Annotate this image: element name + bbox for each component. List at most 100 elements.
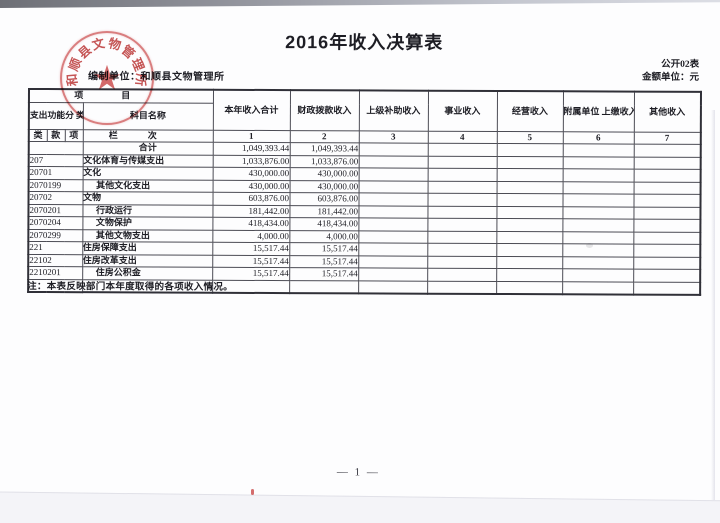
row-value-cell	[562, 156, 634, 170]
row-value-cell	[358, 205, 428, 219]
row-value-cell	[427, 243, 497, 256]
header-colnum-4: 4	[427, 131, 497, 144]
row-subject-name-cell: 住房保障支出	[82, 241, 213, 255]
row-value-cell	[633, 256, 701, 270]
row-value-cell	[562, 268, 634, 282]
row-code-cell: 2070299	[28, 228, 83, 242]
row-value-cell	[427, 280, 497, 294]
header-affiliate-remit: 附属单位 上缴收入	[562, 91, 635, 133]
row-value-cell: 15,517.44	[289, 255, 359, 268]
header-colnum-2: 2	[289, 130, 359, 143]
row-value-cell	[633, 169, 701, 182]
row-value-cell	[358, 192, 428, 206]
row-value-cell	[633, 281, 701, 295]
row-value-cell	[633, 231, 701, 245]
row-value-cell: 181,442.00	[212, 204, 290, 218]
row-value-cell	[358, 280, 428, 294]
row-value-cell	[496, 155, 563, 169]
row-value-cell	[496, 280, 563, 295]
row-subject-name-cell: 其他文物支出	[82, 229, 213, 243]
amount-unit-note: 金额单位：元	[642, 72, 700, 83]
row-code-cell: 22102	[28, 253, 83, 267]
header-colnum-3: 3	[358, 130, 428, 144]
row-subject-name-cell: 文物保护	[82, 216, 213, 230]
row-subject-name-cell: 文化	[82, 166, 213, 180]
header-code-lei: 类	[28, 129, 47, 142]
row-value-cell	[496, 168, 563, 182]
scan-right-edge-shadow	[711, 110, 715, 500]
row-value-cell	[496, 230, 563, 244]
row-code-cell: 20702	[28, 191, 83, 205]
row-value-cell	[562, 243, 634, 257]
row-value-cell	[358, 217, 428, 231]
header-code-kuan: 款	[46, 129, 65, 142]
row-value-cell	[562, 256, 634, 270]
header-colnum-7: 7	[633, 132, 701, 145]
row-value-cell	[427, 218, 497, 231]
row-value-cell: 418,434.00	[212, 217, 290, 231]
row-value-cell	[358, 242, 428, 256]
header-colnum-6: 6	[562, 131, 634, 145]
row-code-cell: 2070204	[28, 216, 83, 230]
row-value-cell	[633, 156, 701, 170]
row-value-cell: 418,434.00	[289, 217, 359, 231]
row-value-cell	[427, 230, 497, 244]
header-project: 项目	[28, 88, 214, 104]
row-value-cell	[358, 267, 428, 281]
row-value-cell: 15,517.44	[289, 267, 359, 281]
prepared-by-label: 编制单位：	[88, 71, 141, 83]
row-value-cell	[496, 180, 563, 194]
row-value-cell	[427, 180, 497, 194]
row-value-cell	[496, 143, 563, 157]
row-value-cell	[427, 268, 497, 281]
row-value-cell: 430,000.00	[289, 180, 359, 193]
row-value-cell: 4,000.00	[289, 230, 359, 243]
row-value-cell	[427, 193, 497, 206]
row-value-cell: 603,876.00	[289, 192, 359, 206]
row-value-cell: 430,000.00	[289, 167, 359, 181]
prepared-by-value: 和顺县文物管理所	[140, 71, 225, 83]
header-lanci: 栏次	[82, 129, 213, 143]
row-value-cell	[633, 144, 701, 157]
row-value-cell: 430,000.00	[212, 167, 290, 181]
header-total-income: 本年收入合计	[212, 89, 291, 131]
header-operating-income: 经营收入	[496, 90, 564, 132]
row-subject-name-cell: 住房改革支出	[82, 254, 213, 268]
row-value-cell	[562, 231, 634, 245]
row-value-cell	[562, 181, 634, 195]
row-subject-name-cell: 文物	[82, 191, 213, 205]
row-value-cell	[562, 206, 634, 220]
row-code-cell: 20701	[28, 166, 83, 180]
row-value-cell: 1,049,393.44	[289, 142, 359, 156]
header-other-income: 其他收入	[633, 91, 702, 133]
row-value-cell: 430,000.00	[212, 179, 290, 193]
row-value-cell	[633, 269, 701, 282]
row-value-cell: 1,033,876.00	[289, 155, 359, 168]
row-value-cell	[358, 155, 428, 169]
row-value-cell	[427, 143, 497, 156]
row-subject-name-cell: 合计	[82, 141, 213, 155]
scan-smudge-artifact	[586, 243, 593, 248]
row-code-cell: 221	[28, 241, 83, 255]
row-value-cell: 4,000.00	[212, 229, 290, 243]
row-value-cell	[427, 255, 497, 269]
row-value-cell	[562, 168, 634, 182]
header-subject-name: 科目名称	[82, 102, 213, 131]
row-value-cell: 15,517.44	[212, 254, 290, 268]
prepared-by-line: 编制单位：和顺县文物管理所	[88, 67, 225, 83]
income-final-accounts-table: 项目 本年收入合计 财政拨款收入 上级补助收入 事业收入 经营收入 附属单位 上…	[27, 87, 703, 296]
row-value-cell	[562, 143, 634, 157]
page-title: 2016年收入决算表	[285, 32, 444, 53]
scan-top-edge-artifact	[0, 0, 720, 8]
row-value-cell: 603,876.00	[212, 192, 290, 206]
row-value-cell: 15,517.44	[289, 242, 359, 256]
row-value-cell	[633, 244, 701, 257]
page-number: — 1 —	[336, 466, 380, 479]
row-value-cell: 181,442.00	[289, 205, 359, 218]
row-value-cell	[562, 281, 634, 295]
header-fiscal-appropriation: 财政拨款收入	[289, 90, 360, 131]
form-meta: 公开02表 金额单位：元	[499, 58, 699, 85]
header-colnum-1: 1	[212, 130, 290, 143]
